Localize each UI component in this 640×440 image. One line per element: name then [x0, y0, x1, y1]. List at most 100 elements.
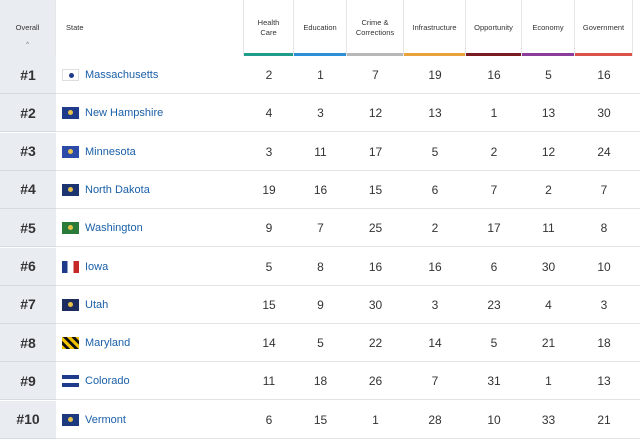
score-cell: 6	[431, 182, 439, 197]
score-cell: 9	[317, 297, 324, 312]
header-infrastructure-label: Infrastructure	[412, 23, 457, 32]
rank-cell: #5	[0, 209, 56, 248]
header-government[interactable]: Government	[575, 0, 633, 56]
header-overall-label: Overall	[15, 23, 40, 32]
state-cell: Washington	[56, 209, 244, 247]
table-row: #3 Minnesota 3 11 17 5 2 12 24	[0, 132, 640, 171]
score-cell: 6	[490, 259, 498, 274]
state-link[interactable]: Iowa	[85, 260, 109, 273]
rank-cell: #7	[0, 285, 56, 324]
table-row: #6 Iowa 5 8 16 16 6 30 10	[0, 247, 640, 286]
state-cell: Vermont	[56, 401, 244, 439]
score-cell: 24	[597, 144, 611, 159]
header-economy[interactable]: Economy	[522, 0, 575, 56]
score-cell: 2	[431, 221, 439, 236]
iowa-flag-icon	[62, 260, 79, 273]
rank-cell: #6	[0, 247, 56, 286]
score-cell: 2	[490, 144, 498, 159]
rank-cell: #4	[0, 170, 56, 209]
score-cell: 5	[545, 68, 552, 82]
score-cell: 3	[600, 297, 608, 312]
table-row: #1 Massachusetts 2 1 7 19 16 5 16	[0, 56, 640, 94]
score-cell: 19	[262, 182, 276, 197]
state-cell: North Dakota	[56, 171, 244, 209]
header-infrastructure[interactable]: Infrastructure	[404, 0, 466, 56]
score-cell: 17	[487, 221, 501, 236]
header-state-label: State	[66, 23, 84, 32]
state-cell: Iowa	[56, 248, 244, 286]
score-cell: 21	[597, 412, 611, 427]
state-link[interactable]: Utah	[85, 298, 109, 311]
score-cell: 3	[317, 106, 324, 121]
score-cell: 3	[431, 297, 439, 312]
score-cell: 15	[368, 182, 383, 197]
state-link[interactable]: Colorado	[85, 375, 130, 388]
score-cell: 11	[314, 144, 327, 159]
score-cell: 16	[487, 68, 501, 82]
score-cell: 12	[368, 106, 383, 121]
score-cell: 1	[490, 106, 498, 121]
score-cell: 4	[265, 106, 273, 121]
economy-color-bar	[522, 53, 574, 56]
score-cell: 12	[541, 144, 556, 159]
government-color-bar	[575, 53, 632, 56]
score-cell: 28	[428, 412, 442, 427]
score-cell: 7	[431, 374, 439, 389]
rank-cell: #2	[0, 94, 56, 133]
rank-cell: #9	[0, 362, 56, 401]
header-health-care-label: Health Care	[257, 18, 280, 37]
education-color-bar	[294, 53, 346, 56]
state-link[interactable]: New Hampshire	[85, 107, 164, 120]
score-cell: 7	[600, 182, 608, 197]
table-row: #4 North Dakota 19 16 15 6 7 2 7	[0, 170, 640, 209]
washington-flag-icon	[62, 222, 79, 235]
opportunity-color-bar	[466, 53, 521, 56]
header-crime-corrections[interactable]: Crime & Corrections	[347, 0, 404, 56]
score-cell: 26	[368, 374, 383, 389]
state-cell: Utah	[56, 286, 244, 324]
header-economy-label: Economy	[532, 23, 564, 32]
header-state[interactable]: State	[56, 0, 244, 56]
state-cell: New Hampshire	[56, 94, 244, 132]
score-cell: 7	[490, 182, 498, 197]
score-cell: 7	[317, 221, 324, 236]
score-cell: 14	[428, 336, 442, 351]
header-education-label: Education	[303, 23, 337, 32]
rank-cell: #3	[0, 132, 56, 171]
state-link[interactable]: Minnesota	[85, 145, 136, 158]
table-row: #10 Vermont 6 15 1 28 10 33 21	[0, 400, 640, 439]
infrastructure-color-bar	[404, 53, 465, 56]
state-cell: Massachusetts	[56, 56, 244, 94]
table-header: Overall ^ State Health Care Education Cri…	[0, 0, 640, 56]
score-cell: 16	[313, 182, 328, 197]
header-opportunity[interactable]: Opportunity	[466, 0, 522, 56]
health-care-color-bar	[244, 53, 293, 56]
state-link[interactable]: Vermont	[85, 413, 126, 426]
state-link[interactable]: Massachusetts	[85, 69, 159, 81]
score-cell: 10	[487, 412, 501, 427]
sort-up-icon: ^	[26, 42, 29, 48]
new-hampshire-flag-icon	[62, 107, 79, 120]
score-cell: 21	[541, 336, 556, 351]
score-cell: 2	[545, 182, 552, 197]
score-cell: 16	[428, 259, 442, 274]
header-overall[interactable]: Overall ^	[0, 0, 56, 56]
state-link[interactable]: Washington	[85, 222, 143, 235]
score-cell: 1	[317, 68, 324, 82]
score-cell: 25	[368, 221, 383, 236]
header-crime-label: Crime & Corrections	[355, 18, 395, 37]
header-opportunity-label: Opportunity	[474, 23, 513, 32]
header-health-care[interactable]: Health Care	[244, 0, 294, 56]
score-cell: 11	[262, 374, 276, 389]
score-cell: 31	[487, 374, 501, 389]
table-row: #8 Maryland 14 5 22 14 5 21 18	[0, 324, 640, 363]
state-link[interactable]: North Dakota	[85, 183, 150, 196]
score-cell: 8	[600, 221, 608, 236]
score-cell: 13	[597, 374, 611, 389]
score-cell: 15	[262, 297, 276, 312]
state-cell: Maryland	[56, 324, 244, 362]
score-cell: 14	[262, 336, 276, 351]
state-link[interactable]: Maryland	[85, 337, 131, 350]
header-education[interactable]: Education	[294, 0, 347, 56]
score-cell: 5	[431, 144, 439, 159]
